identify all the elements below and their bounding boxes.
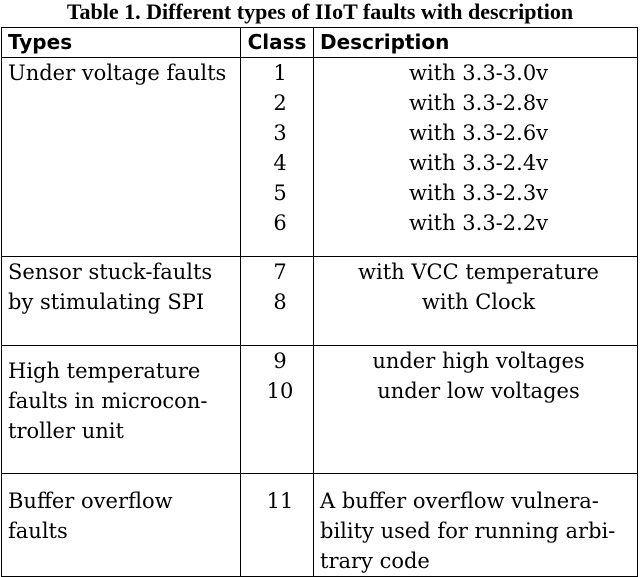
class-number: 11 [266,489,294,513]
fault-type-cell: Sensor stuck-faults by stimulating SPI [1,256,241,346]
class-number: 6 [273,211,287,235]
description-line: with 3.3-2.6v [408,121,549,145]
description-line: with Clock [421,290,536,314]
header-class: Class [240,27,314,58]
description-line: trary code [320,549,430,573]
fault-type-line: Sensor stuck-faults [8,260,213,284]
header-row: Types Class Description [1,27,638,58]
fault-type-line: Under voltage faults [8,61,227,85]
header-description: Description [313,27,638,58]
class-cell: 9 10 [240,345,314,474]
class-number: 4 [273,151,287,175]
description-cell: with 3.3-3.0v with 3.3-2.8v with 3.3-2.6… [313,57,638,257]
faults-table: Types Class Description Under voltage fa… [1,27,638,577]
description-line: with 3.3-3.0v [408,61,549,85]
class-number: 8 [273,290,287,314]
table-row: Buffer overflow faults 11 A buffer overf… [1,473,638,577]
description-line: with 3.3-2.2v [408,211,549,235]
fault-type-line: High temperature [8,359,201,383]
fault-type-line: troller unit [8,419,124,443]
fault-type-line: by stimulating SPI [8,290,205,314]
class-number: 7 [273,260,287,284]
fault-type-line: faults in microcon- [8,389,208,413]
table-row: High temperature faults in microcon- tro… [1,345,638,474]
table-row: Under voltage faults 1 2 3 4 5 6 with 3.… [1,57,638,257]
description-line: A buffer overflow vulnera- [320,489,599,513]
description-line: with VCC temperature [358,260,599,284]
class-cell: 11 [240,473,314,577]
description-line: under high voltages [372,349,585,373]
description-line: with 3.3-2.8v [408,91,549,115]
description-cell: under high voltages under low voltages [313,345,638,474]
fault-type-cell: Buffer overflow faults [1,473,241,577]
table-caption: Table 1. Different types of IIoT faults … [66,0,574,24]
fault-type-cell: High temperature faults in microcon- tro… [1,345,241,474]
class-cell: 7 8 [240,256,314,346]
description-line: under low voltages [377,379,580,403]
table-row: Sensor stuck-faults by stimulating SPI 7… [1,256,638,346]
class-number: 2 [273,91,287,115]
header-types: Types [1,27,241,58]
class-number: 5 [273,181,287,205]
description-cell: with VCC temperature with Clock [313,256,638,346]
description-cell: A buffer overflow vulnera- bility used f… [313,473,638,577]
class-cell: 1 2 3 4 5 6 [240,57,314,257]
fault-type-line: Buffer overflow [8,489,173,513]
fault-type-cell: Under voltage faults [1,57,241,257]
description-line: bility used for running arbi- [320,519,616,543]
description-line: with 3.3-2.4v [408,151,549,175]
fault-type-line: faults [8,519,68,543]
class-number: 3 [273,121,287,145]
class-number: 10 [266,379,294,403]
class-number: 1 [273,61,287,85]
class-number: 9 [273,349,287,373]
description-line: with 3.3-2.3v [408,181,549,205]
